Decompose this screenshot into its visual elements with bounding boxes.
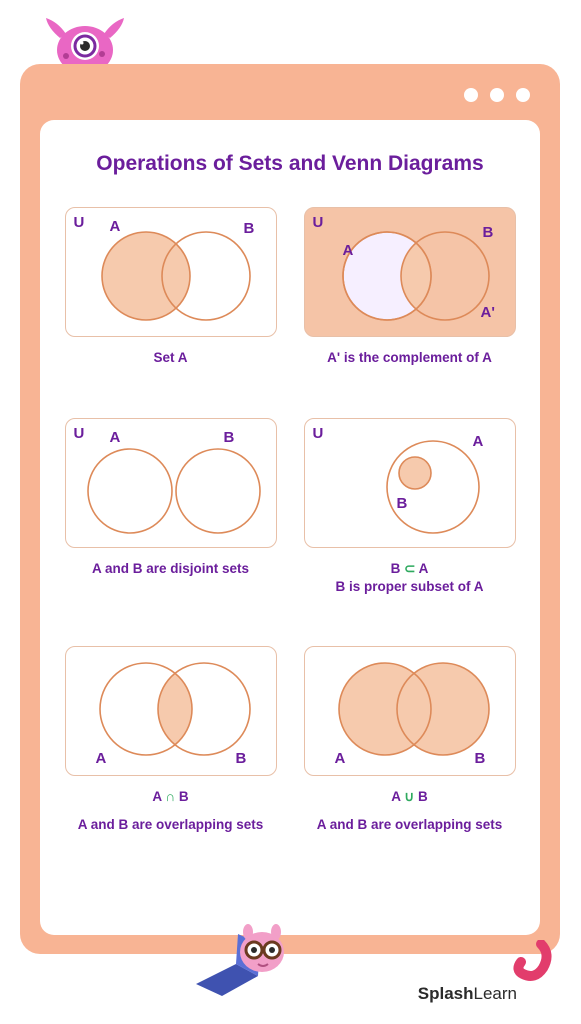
- venn-box: U A B A': [304, 207, 516, 337]
- diagram-disjoint: U A B A and B are disjoint sets: [62, 418, 279, 596]
- venn-svg: [66, 419, 278, 549]
- label-u: U: [74, 214, 85, 231]
- diagram-grid: U A B Set A: [62, 207, 518, 834]
- label-u: U: [313, 425, 324, 442]
- diagram-union: A B A ∪ B A and B are overlapping sets: [301, 646, 518, 834]
- venn-box: U A B: [65, 207, 277, 337]
- diagram-intersection: A B A ∩ B A and B are overlapping sets: [62, 646, 279, 834]
- diagram-complement-a: U A B A' A' is the complement of A: [301, 207, 518, 367]
- venn-box: A B: [65, 646, 277, 776]
- diagram-set-a: U A B Set A: [62, 207, 279, 367]
- label-u: U: [74, 425, 85, 442]
- label-b: B: [475, 750, 486, 767]
- caption-op-line: A ∩ B: [152, 789, 188, 804]
- brand-part1: Splash: [418, 984, 474, 1003]
- label-b: B: [224, 429, 235, 446]
- caption: Set A: [62, 349, 279, 367]
- brand-part2: Learn: [474, 984, 517, 1003]
- label-b-inner: B: [397, 495, 408, 512]
- label-b: B: [244, 220, 255, 237]
- label-a: A: [96, 750, 107, 767]
- subset-symbol: ⊂: [404, 561, 415, 576]
- content-card: Operations of Sets and Venn Diagrams U A…: [40, 120, 540, 935]
- outer-frame: Operations of Sets and Venn Diagrams U A…: [20, 64, 560, 954]
- label-a-prime: A': [481, 304, 495, 321]
- mascot-bottom-icon: [188, 920, 298, 996]
- label-u: U: [313, 214, 324, 231]
- venn-box: A B: [304, 646, 516, 776]
- label-b: B: [236, 750, 247, 767]
- caption-op-line: A ∪ B: [391, 789, 427, 804]
- caption: A ∪ B A and B are overlapping sets: [301, 788, 518, 834]
- venn-svg: [305, 419, 517, 549]
- venn-box: U A B: [65, 418, 277, 548]
- caption: B ⊂ A B is proper subset of A: [301, 560, 518, 596]
- label-a: A: [110, 429, 121, 446]
- caption-op-line: B ⊂ A: [391, 561, 429, 576]
- dot-icon: [490, 88, 504, 102]
- caption: A ∩ B A and B are overlapping sets: [62, 788, 279, 834]
- caption: A' is the complement of A: [301, 349, 518, 367]
- label-a: A: [335, 750, 346, 767]
- label-a: A: [110, 218, 121, 235]
- browser-dots: [464, 88, 530, 102]
- caption-text: A and B are overlapping sets: [317, 817, 503, 832]
- label-a: A: [473, 433, 484, 450]
- dot-icon: [464, 88, 478, 102]
- union-symbol: ∪: [404, 789, 414, 804]
- caption: A and B are disjoint sets: [62, 560, 279, 578]
- caption-text: B is proper subset of A: [335, 579, 483, 594]
- dot-icon: [516, 88, 530, 102]
- caption-text: A and B are overlapping sets: [78, 817, 264, 832]
- diagram-subset: U A B B ⊂ A B is proper subset of A: [301, 418, 518, 596]
- brand-logo: SplashLearn: [418, 984, 517, 1004]
- squiggle-icon: [511, 940, 553, 982]
- label-b: B: [483, 224, 494, 241]
- page-title: Operations of Sets and Venn Diagrams: [62, 150, 518, 177]
- intersect-symbol: ∩: [165, 789, 175, 804]
- label-a: A: [343, 242, 354, 259]
- venn-box: U A B: [304, 418, 516, 548]
